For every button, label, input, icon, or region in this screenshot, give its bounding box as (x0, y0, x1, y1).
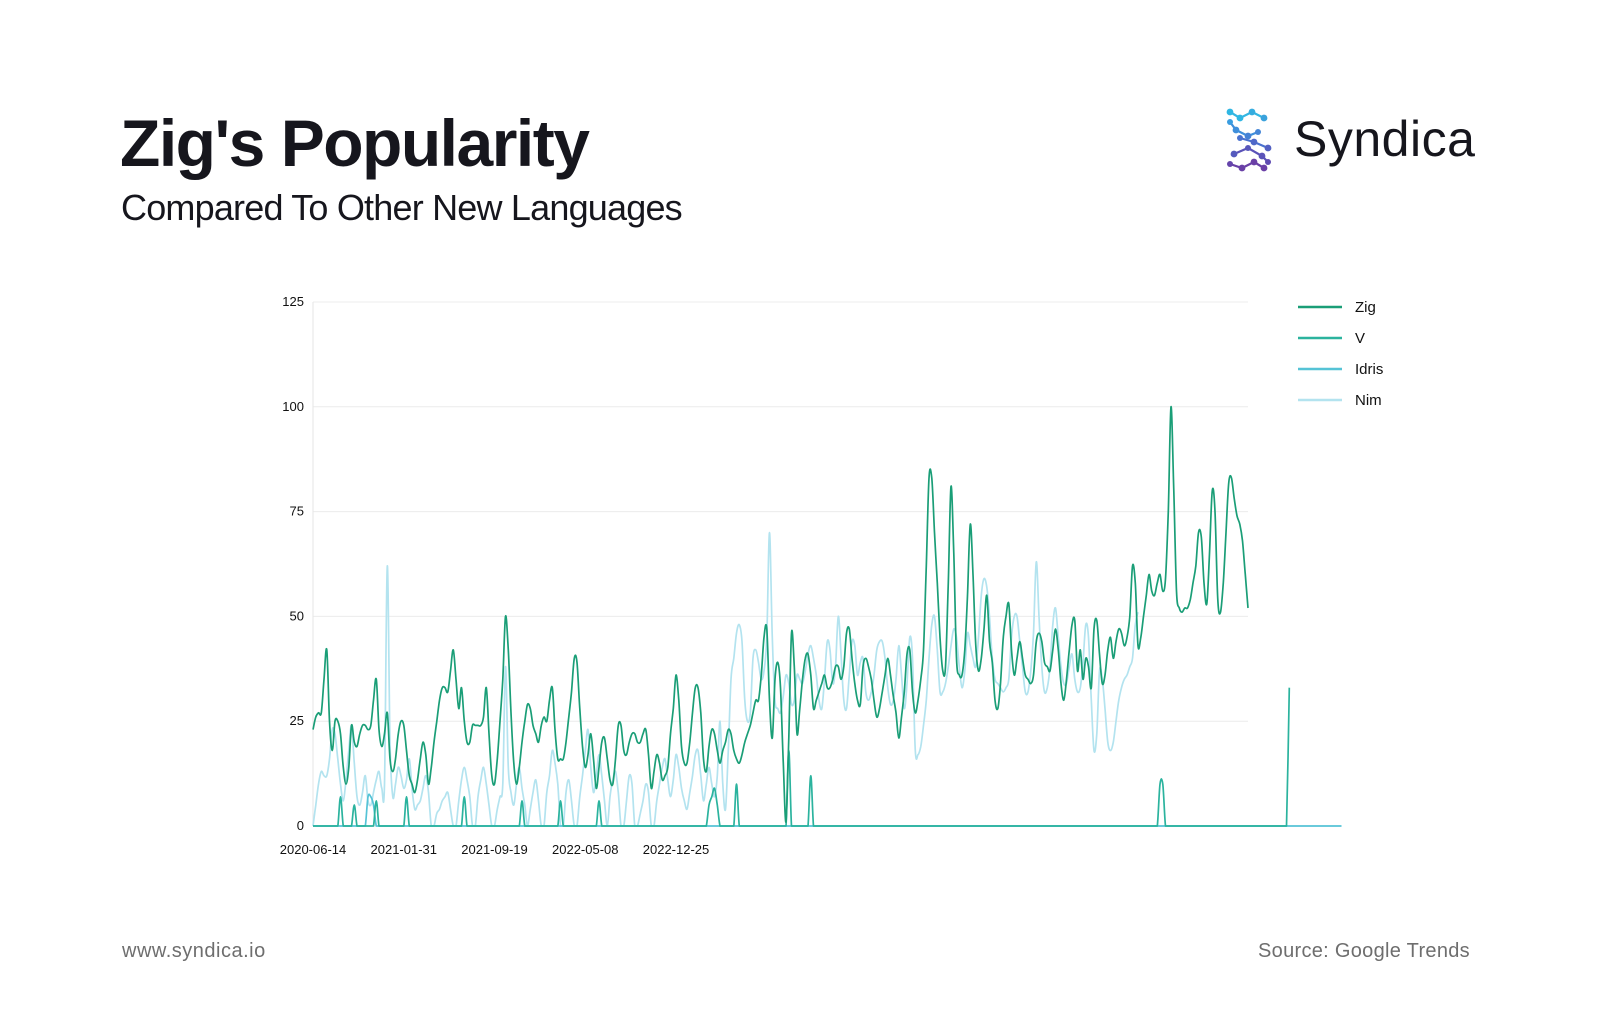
website-link[interactable]: www.syndica.io (122, 940, 266, 962)
legend-label-zig: Zig (1355, 299, 1376, 316)
x-tick-label: 2020-06-14 (280, 842, 347, 857)
brand-name: Syndica (1294, 111, 1476, 167)
x-tick-label: 2021-01-31 (371, 842, 438, 857)
source-note: Source: Google Trends (1258, 940, 1470, 962)
y-tick-label: 25 (290, 713, 304, 728)
x-tick-label: 2022-12-25 (643, 842, 710, 857)
page-title: Zig's Popularity (120, 106, 590, 180)
y-tick-label: 100 (282, 399, 304, 414)
x-tick-label: 2021-09-19 (461, 842, 528, 857)
legend-label-v: V (1355, 330, 1365, 347)
series-line-zig (312, 405, 1249, 823)
y-tick-label: 75 (290, 504, 304, 519)
brand-logo: Syndica (1222, 104, 1482, 174)
legend-label-idris: Idris (1355, 361, 1383, 378)
syndica-s-dots-icon (1226, 108, 1272, 172)
line-chart: 0 25 50 75 100 125 2020-06-14 2021-01-31 2021-09… (270, 290, 1490, 890)
x-tick-label: 2022-05-08 (552, 842, 619, 857)
chart-svg: 0 25 50 75 100 125 2020-06-14 2021-01-31 2021-09… (280, 294, 1384, 857)
page-subtitle: Compared To Other New Languages (121, 187, 683, 228)
series-line-v (313, 687, 1291, 827)
y-tick-label: 0 (297, 818, 304, 833)
series-line-nim (312, 531, 1139, 827)
legend-label-nim: Nim (1355, 392, 1382, 409)
y-tick-label: 50 (290, 608, 304, 623)
y-tick-label: 125 (282, 294, 304, 309)
